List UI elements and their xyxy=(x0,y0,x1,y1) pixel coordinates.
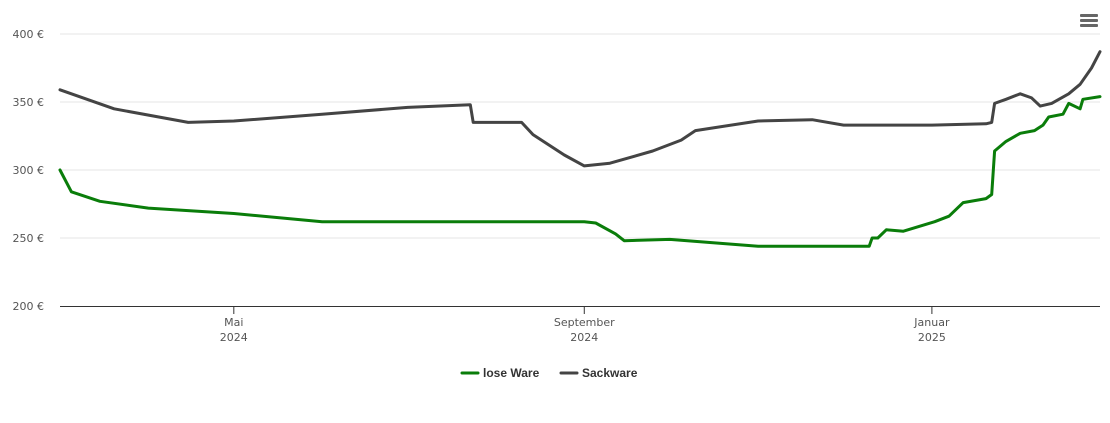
x-tick-label-month-2: Januar xyxy=(913,316,950,329)
legend-item-0[interactable]: lose Ware xyxy=(460,366,540,380)
legend-label-1: Sackware xyxy=(582,366,638,380)
chart-menu-button[interactable] xyxy=(1078,12,1100,32)
x-tick-label-year-0: 2024 xyxy=(220,331,248,344)
hamburger-icon-bar xyxy=(1080,24,1098,27)
y-axis-labels: 200 € 250 € 300 € 350 € 400 € xyxy=(13,28,45,313)
gridlines xyxy=(60,33,1100,239)
x-tick-label-year-1: 2024 xyxy=(570,331,598,344)
series-line-0 xyxy=(58,95,1102,248)
y-tick-label-350: 350 € xyxy=(13,96,45,109)
hamburger-icon-bar xyxy=(1080,19,1098,22)
legend-item-1[interactable]: Sackware xyxy=(559,366,638,380)
y-tick-label-400: 400 € xyxy=(13,28,45,41)
y-tick-label-250: 250 € xyxy=(13,232,45,245)
y-tick-label-300: 300 € xyxy=(13,164,45,177)
legend[interactable]: lose Ware Sackware xyxy=(460,366,638,380)
x-tick-label-year-2: 2025 xyxy=(918,331,946,344)
series-lines xyxy=(58,50,1102,248)
x-axis-ticks: Mai 2024 September 2024 Januar 2025 xyxy=(220,306,950,344)
series-line-1 xyxy=(58,50,1102,168)
hamburger-icon-bar xyxy=(1080,14,1098,17)
x-tick-label-month-0: Mai xyxy=(224,316,243,329)
x-tick-label-month-1: September xyxy=(554,316,615,329)
legend-label-0: lose Ware xyxy=(483,366,540,380)
y-tick-label-200: 200 € xyxy=(13,300,45,313)
